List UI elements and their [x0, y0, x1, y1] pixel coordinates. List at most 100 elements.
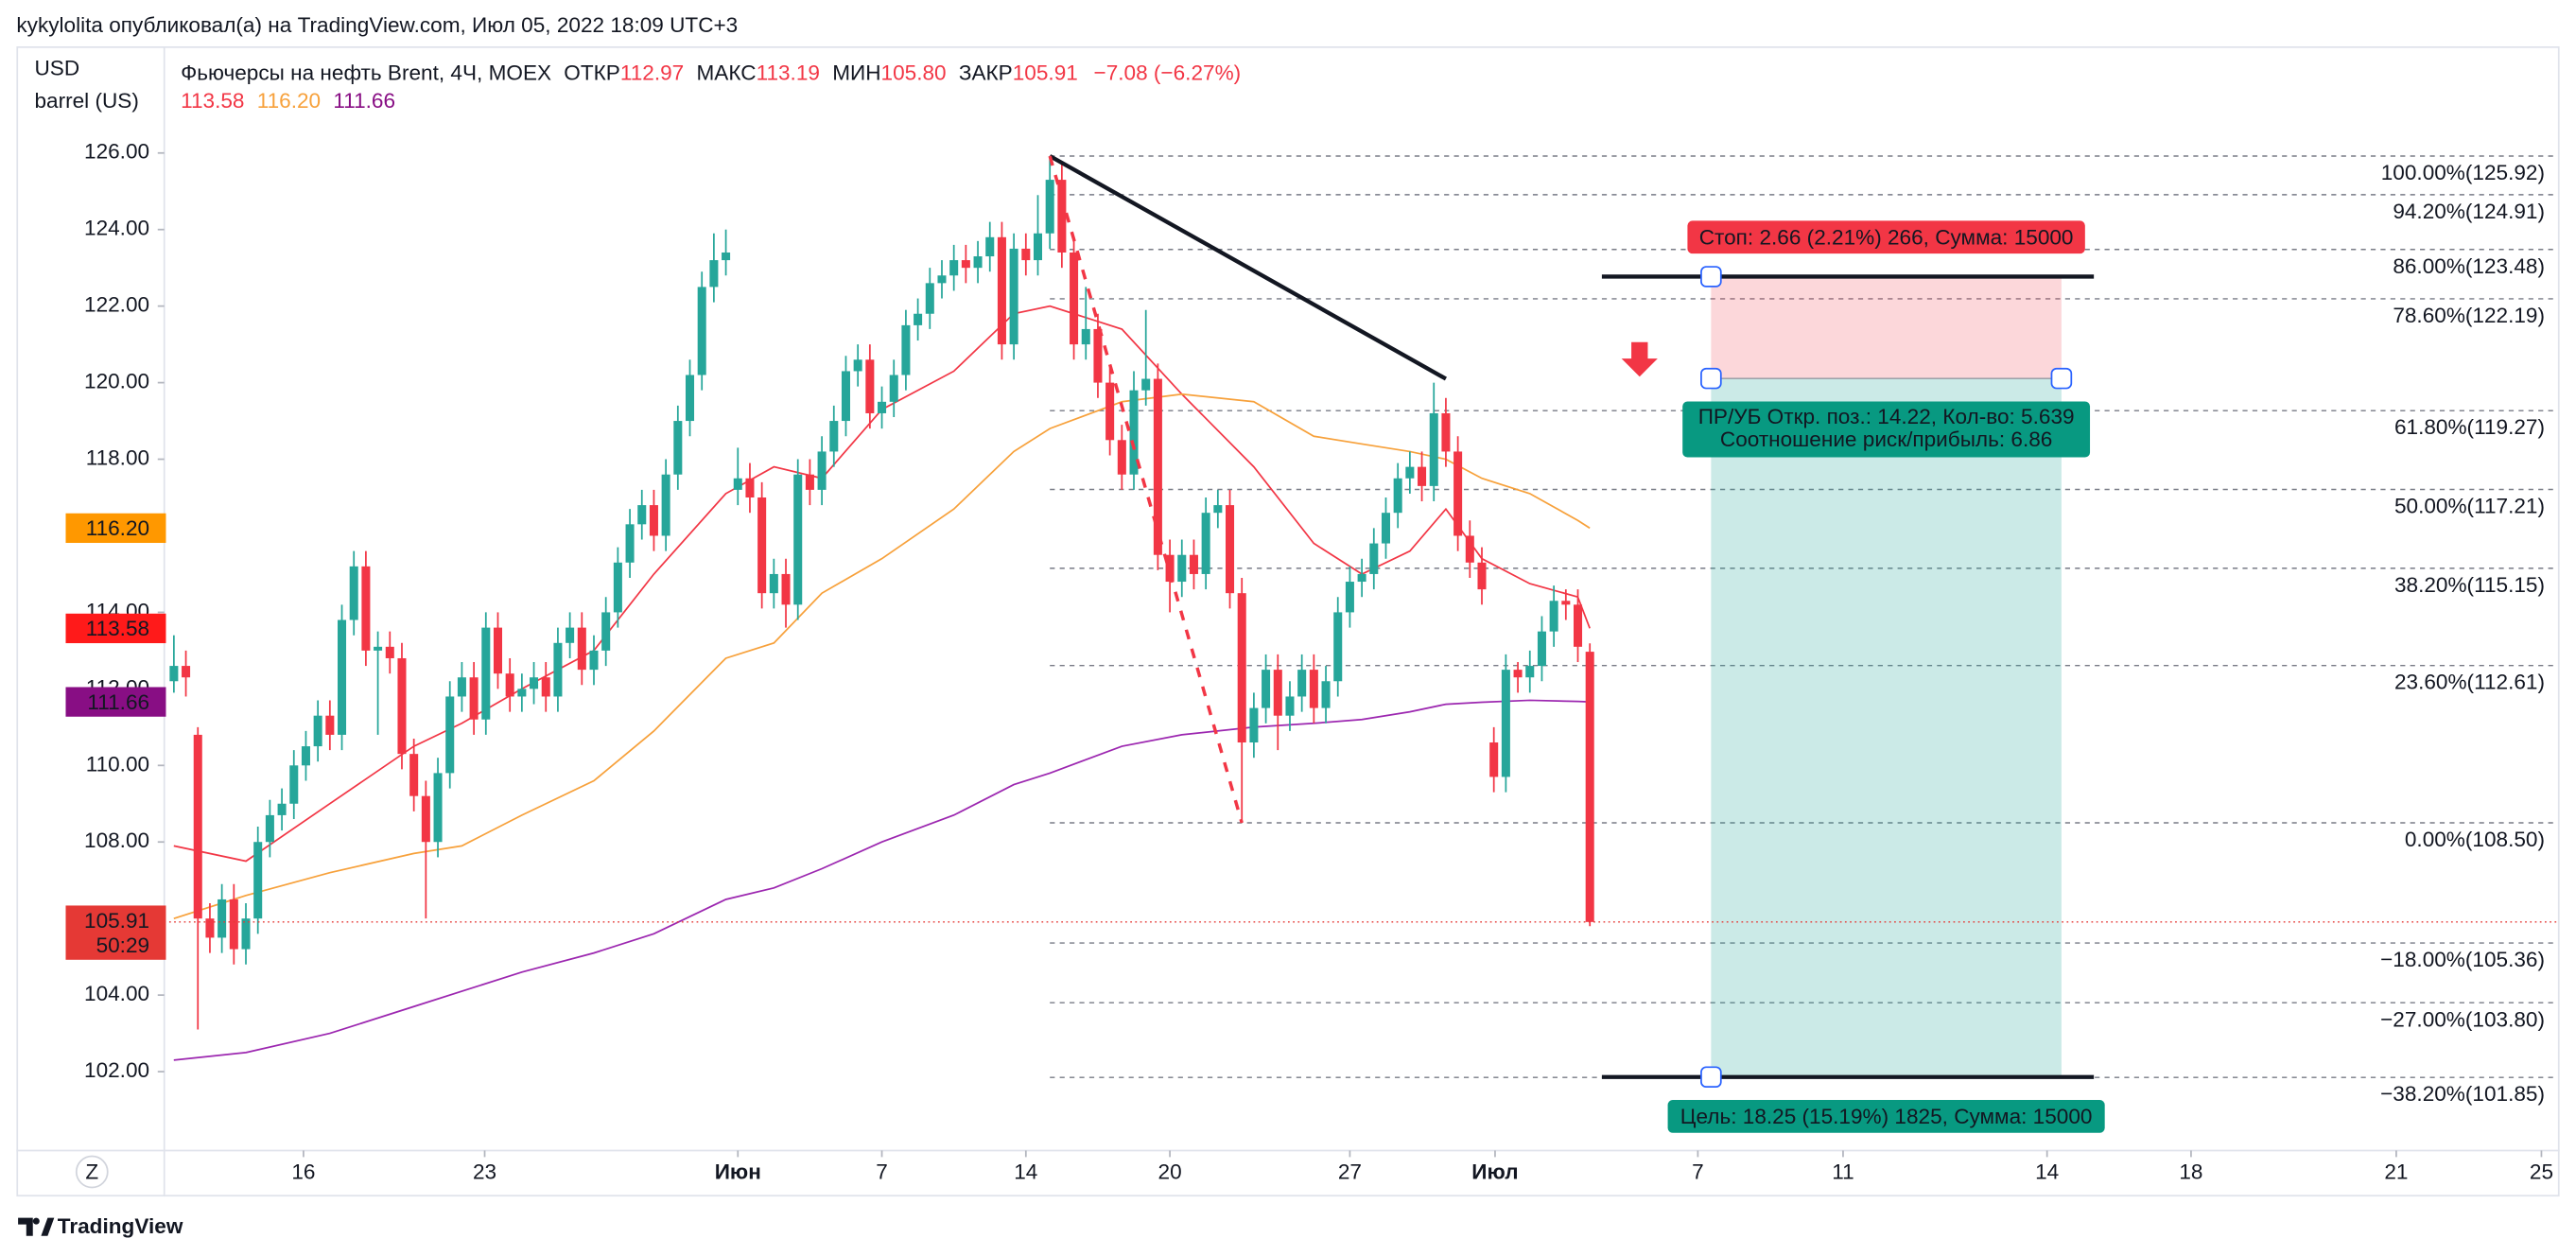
candle-body: [301, 746, 310, 766]
candle-body: [889, 375, 898, 402]
candle-body: [457, 677, 466, 697]
candle-body: [397, 657, 407, 755]
ohlc-label: ЗАКР: [959, 61, 1013, 85]
candle-body: [901, 324, 911, 375]
candle-body: [1057, 180, 1067, 253]
candle-body: [409, 754, 419, 796]
candle-body: [949, 260, 959, 276]
candle-body: [541, 677, 550, 697]
candle-body: [205, 918, 215, 938]
x-tick-label: 23: [473, 1160, 496, 1184]
fib-level-label: 23.60%(112.61): [2394, 671, 2545, 694]
fib-level-label: 86.00%(123.48): [2393, 254, 2545, 278]
candle-body: [325, 715, 335, 735]
info-box: [1682, 401, 2091, 458]
candle-body: [1453, 451, 1463, 536]
candle-body: [1333, 612, 1343, 682]
countdown: 50:29: [96, 933, 150, 957]
candle-body: [985, 236, 995, 257]
candle-body: [421, 795, 430, 843]
moving-average: [173, 392, 1591, 919]
y-tick-label: 102.00: [84, 1058, 149, 1082]
candle-body: [1477, 562, 1487, 590]
candle-body: [1381, 513, 1391, 544]
candle-body: [1093, 328, 1103, 383]
y-tick-label: 126.00: [84, 140, 149, 164]
candle-body: [1513, 670, 1523, 678]
candle-body: [1561, 601, 1571, 605]
x-tick-label: 7: [1692, 1160, 1704, 1184]
candle-body: [661, 474, 670, 536]
candle-body: [1262, 670, 1271, 708]
candle-body: [1009, 248, 1018, 345]
candle-body: [374, 646, 383, 651]
candle-body: [961, 260, 970, 269]
candle-body: [1393, 478, 1402, 514]
candle-body: [925, 283, 934, 314]
candle-body: [1213, 505, 1223, 514]
y-tick-label: 110.00: [86, 752, 149, 776]
z-button-label[interactable]: Z: [85, 1160, 98, 1184]
x-tick-label: 21: [2384, 1160, 2408, 1184]
candle-body: [841, 371, 850, 422]
candle-body: [589, 650, 599, 671]
candle-body: [481, 627, 491, 720]
candle-body: [313, 715, 322, 747]
x-tick-label: Июл: [1471, 1160, 1518, 1184]
price-badge: [65, 905, 166, 960]
indicator-legend: 113.58 116.20 111.66: [181, 89, 395, 113]
candle-body: [1237, 593, 1246, 743]
y-tick-label: 122.00: [84, 293, 149, 317]
ohlc-label: МИН: [832, 61, 880, 85]
z-button[interactable]: [75, 1155, 109, 1189]
indicator-value: 111.66: [333, 89, 395, 113]
indicator-badge-label: 111.66: [87, 690, 149, 714]
candle-body: [1297, 670, 1307, 697]
candle-body: [1549, 601, 1558, 632]
fib-level-label: 38.20%(115.15): [2394, 573, 2545, 597]
drag-handle: [1700, 367, 1722, 390]
info-label: ПР/УБ Откр. поз.: 14.22, Кол-во: 5.639: [1698, 405, 2075, 428]
moving-average: [173, 699, 1591, 1061]
tradingview-logo: [18, 1217, 55, 1236]
candle-body: [1465, 535, 1474, 563]
candle-body: [1189, 554, 1198, 574]
candle-body: [805, 474, 814, 490]
x-tick-label: 27: [1338, 1160, 1362, 1184]
candle-body: [566, 627, 575, 643]
change: −7.08 (−6.27%): [1094, 61, 1242, 85]
indicator-badge: [65, 513, 166, 544]
indicator-badge-label: 116.20: [86, 516, 149, 540]
ohlc-label: МАКС: [696, 61, 756, 85]
candle-body: [1585, 652, 1594, 922]
dashed-line: [1048, 155, 1244, 824]
candle-body: [793, 474, 803, 605]
candle-body: [649, 505, 658, 536]
candle-body: [1021, 248, 1031, 261]
candle-body: [1070, 252, 1079, 345]
candle-body: [182, 666, 191, 678]
candle-body: [1165, 554, 1175, 583]
unit: barrel (US): [34, 89, 138, 113]
candle-body: [517, 689, 527, 697]
fib-level-label: 0.00%(108.50): [2405, 828, 2545, 851]
x-tick-label: 20: [1158, 1160, 1182, 1184]
footer-brand: TradingView: [58, 1214, 183, 1238]
candle-body: [1345, 582, 1354, 613]
candle-body: [673, 421, 683, 475]
candle-body: [685, 375, 695, 422]
candle-body: [469, 677, 479, 720]
candle-body: [1033, 233, 1043, 261]
currency: USD: [34, 56, 79, 79]
fib-level-label: −38.20%(101.85): [2380, 1082, 2545, 1106]
fib-level-label: 78.60%(122.19): [2393, 304, 2545, 327]
info-label: Соотношение риск/прибыль: 6.86: [1720, 427, 2052, 451]
candle-body: [553, 642, 563, 697]
candle-body: [1141, 378, 1151, 391]
candle-body: [1226, 505, 1235, 594]
candle-body: [1489, 742, 1499, 777]
candle-body: [878, 401, 887, 413]
candle-body: [493, 627, 503, 674]
candle-body: [338, 619, 347, 735]
